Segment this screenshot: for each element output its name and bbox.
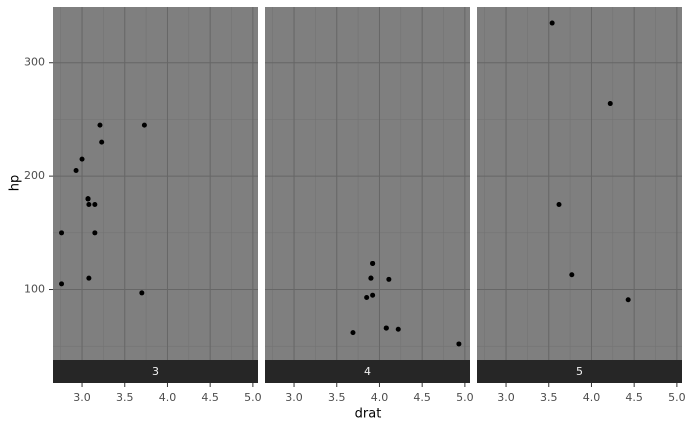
strip: [53, 360, 258, 383]
point: [383, 325, 389, 331]
x-tick-label: 3.0: [285, 391, 303, 404]
point: [625, 297, 631, 303]
x-tick-label: 3.5: [540, 391, 558, 404]
x-tick-label: 4.0: [371, 391, 389, 404]
x-tick-label: 3.5: [116, 391, 134, 404]
point: [569, 272, 575, 278]
strip: [265, 360, 470, 383]
y-axis-title: hp: [8, 175, 23, 192]
point: [73, 167, 79, 173]
x-tick-label: 3.0: [73, 391, 91, 404]
panel: [53, 7, 258, 360]
point: [92, 201, 98, 207]
y-tick-label: 100: [24, 283, 45, 296]
strip-label: 5: [576, 365, 583, 378]
x-tick-label: 5.0: [244, 391, 262, 404]
panel: [265, 7, 470, 360]
point: [386, 276, 392, 282]
x-tick-label: 3.0: [497, 391, 515, 404]
point: [92, 230, 98, 236]
point: [99, 139, 105, 145]
point: [607, 101, 613, 107]
point: [350, 330, 356, 336]
point: [139, 290, 145, 296]
x-tick-label: 4.0: [159, 391, 177, 404]
x-tick-label: 4.0: [583, 391, 601, 404]
point: [141, 122, 147, 128]
point: [97, 122, 103, 128]
point: [86, 201, 92, 207]
strip-label: 4: [364, 365, 371, 378]
point: [370, 260, 376, 266]
x-tick-label: 4.5: [625, 391, 643, 404]
x-tick-label: 4.5: [413, 391, 431, 404]
panel: [477, 7, 682, 360]
point: [456, 341, 462, 347]
x-axis-title: drat: [355, 407, 382, 422]
point: [364, 294, 370, 300]
y-tick-label: 200: [24, 169, 45, 182]
point: [395, 326, 401, 332]
point: [556, 201, 562, 207]
point: [59, 281, 65, 287]
point: [85, 196, 91, 202]
strip-label: 3: [152, 365, 159, 378]
point: [59, 230, 65, 236]
x-tick-label: 3.5: [328, 391, 346, 404]
y-tick-label: 300: [24, 56, 45, 69]
point: [549, 20, 555, 26]
point: [86, 275, 92, 281]
x-tick-label: 4.5: [201, 391, 219, 404]
point: [79, 156, 85, 162]
strip: [477, 360, 682, 383]
point: [368, 275, 374, 281]
x-tick-label: 5.0: [668, 391, 686, 404]
x-tick-label: 5.0: [456, 391, 474, 404]
point: [370, 292, 376, 298]
